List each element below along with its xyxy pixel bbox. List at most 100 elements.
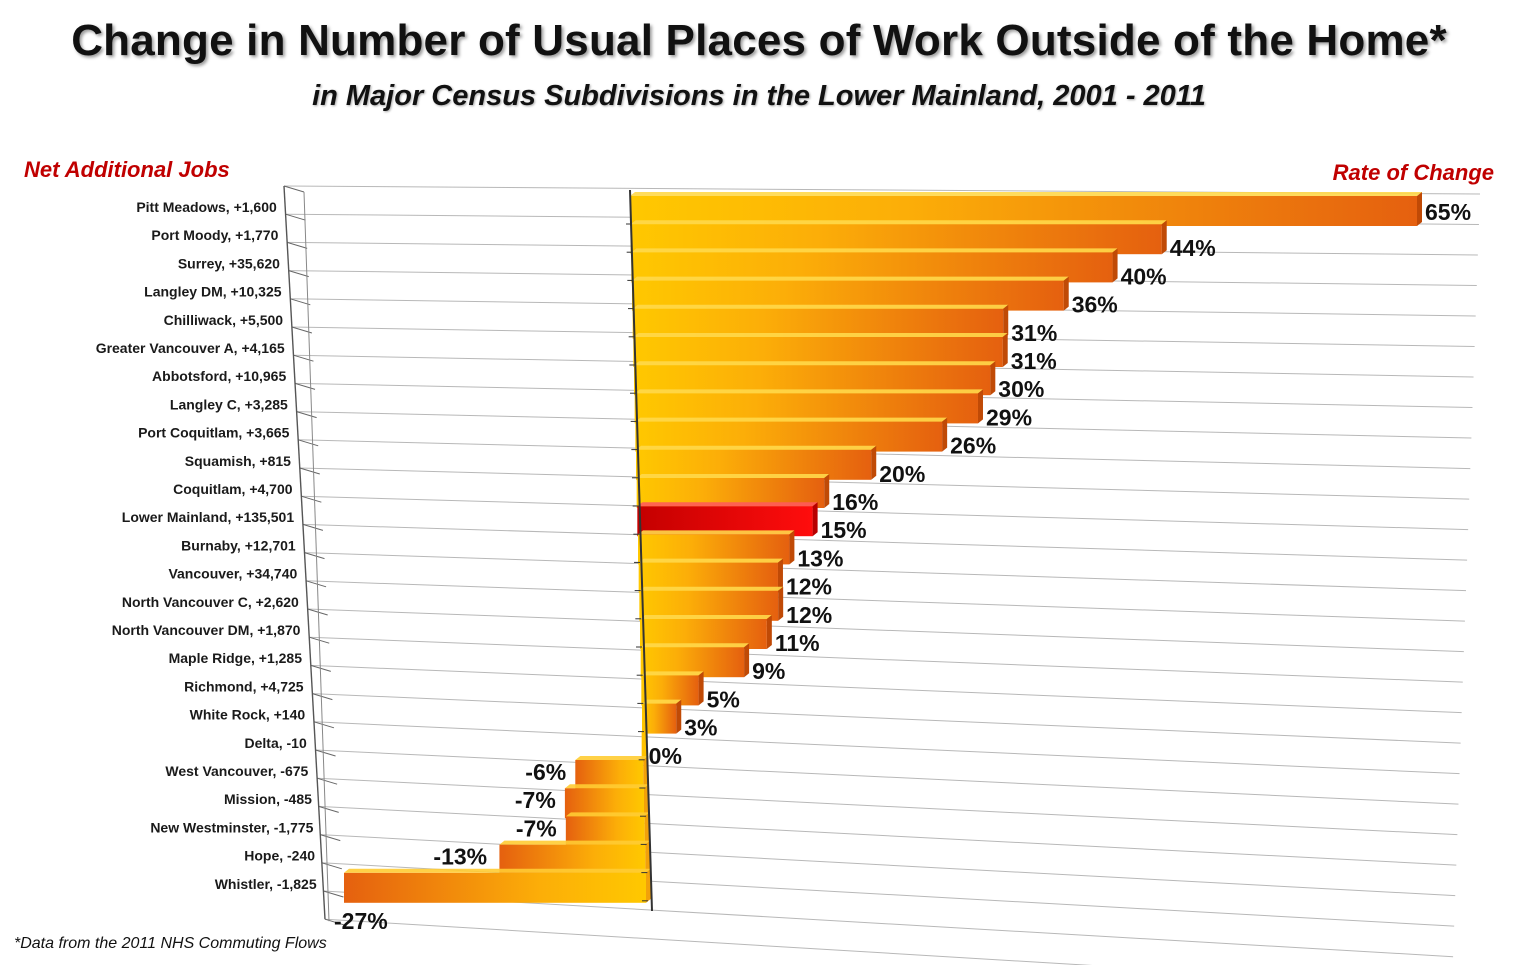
gridline	[318, 805, 1457, 866]
data-label: 26%	[950, 433, 996, 459]
data-label: 36%	[1072, 292, 1118, 318]
category-tick	[296, 411, 317, 419]
category-label: Hope, -240	[244, 848, 315, 864]
data-label: 31%	[1011, 320, 1057, 346]
gridline	[313, 721, 1460, 775]
category-label: Pitt Meadows, +1,600	[136, 199, 277, 215]
data-label: 11%	[775, 630, 820, 656]
gridline	[304, 552, 1467, 592]
category-tick	[316, 777, 338, 785]
category-label: Vancouver, +34,740	[168, 566, 297, 582]
category-label: Lower Mainland, +135,501	[122, 509, 295, 525]
y-axis-heading: Net Additional Jobs	[24, 157, 230, 182]
gridline	[324, 918, 1093, 965]
data-label: 3%	[684, 715, 717, 741]
category-tick	[290, 298, 311, 306]
category-tick	[294, 382, 316, 390]
gridline	[312, 693, 1461, 744]
category-label: Maple Ridge, +1,285	[169, 650, 303, 666]
category-label: North Vancouver DM, +1,870	[112, 622, 301, 638]
category-label: Chilliwack, +5,500	[164, 312, 284, 328]
gridline	[307, 608, 1464, 653]
category-axis	[283, 185, 326, 920]
category-tick	[305, 580, 327, 588]
data-label: 12%	[786, 602, 832, 628]
data-label: 30%	[998, 376, 1044, 402]
category-tick	[323, 890, 344, 898]
category-label: Greater Vancouver A, +4,165	[96, 340, 285, 356]
gridline	[317, 777, 1458, 836]
category-tick	[293, 354, 314, 362]
category-tick	[301, 495, 322, 503]
category-label: Mission, -485	[224, 791, 312, 807]
category-tick	[324, 918, 346, 926]
data-label: 29%	[986, 404, 1032, 430]
x-axis-heading: Rate of Change	[1332, 160, 1494, 185]
category-tick	[285, 213, 306, 221]
data-label: 40%	[1121, 263, 1167, 289]
data-label: 0%	[649, 743, 682, 769]
category-tick	[320, 834, 341, 842]
category-tick	[304, 552, 325, 560]
category-label: Surrey, +35,620	[178, 255, 280, 271]
gridline	[310, 664, 1462, 714]
category-label: Langley DM, +10,325	[144, 284, 282, 300]
category-tick	[298, 439, 319, 447]
category-label: West Vancouver, -675	[165, 763, 308, 779]
category-tick	[283, 185, 305, 193]
category-label: Coquitlam, +4,700	[173, 481, 293, 497]
labels: 65% Pitt Meadows, +1,600 44% Port Moody, +1…	[96, 199, 1471, 934]
gridline	[301, 495, 1469, 531]
category-label: Langley C, +3,285	[170, 396, 288, 412]
bar	[344, 868, 651, 903]
data-label: 9%	[752, 658, 785, 684]
category-label: Port Coquitlam, +3,665	[138, 425, 290, 441]
category-label: Burnaby, +12,701	[181, 537, 296, 553]
data-label: -7%	[516, 815, 557, 841]
data-label: 13%	[797, 545, 843, 571]
category-tick	[299, 467, 320, 475]
category-tick	[315, 749, 336, 757]
category-label: Port Moody, +1,770	[151, 227, 278, 243]
data-label: 15%	[821, 517, 867, 543]
bar	[642, 699, 682, 734]
category-label: North Vancouver C, +2,620	[122, 594, 299, 610]
category-tick	[288, 270, 309, 278]
category-tick	[302, 523, 324, 531]
data-label: -27%	[334, 908, 388, 934]
category-tick	[307, 608, 328, 616]
gridline	[299, 467, 1470, 500]
zero-axis	[629, 189, 653, 912]
data-label: -7%	[515, 787, 556, 813]
category-tick	[287, 241, 308, 249]
bar	[641, 731, 647, 762]
data-label: 44%	[1170, 235, 1216, 261]
category-axis-depth	[303, 191, 330, 922]
category-label: Whistler, -1,825	[215, 876, 317, 892]
data-label: 31%	[1011, 348, 1057, 374]
data-label: -6%	[525, 759, 566, 785]
bars	[344, 192, 1422, 903]
category-tick	[312, 693, 333, 701]
category-label: Squamish, +815	[185, 453, 291, 469]
category-label: Delta, -10	[245, 735, 307, 751]
data-label: 16%	[832, 489, 878, 515]
data-label: 5%	[707, 686, 740, 712]
category-label: Richmond, +4,725	[184, 678, 304, 694]
gridline	[306, 580, 1465, 622]
data-label: 12%	[786, 574, 832, 600]
category-tick	[318, 805, 339, 813]
gridline	[315, 749, 1459, 805]
data-label: -13%	[433, 844, 487, 870]
gridline	[302, 523, 1468, 561]
category-label: Abbotsford, +10,965	[152, 368, 286, 384]
category-tick	[321, 862, 342, 870]
category-tick	[313, 721, 335, 729]
category-label: New Westminster, -1,775	[150, 819, 313, 835]
data-label: 20%	[879, 461, 925, 487]
axes	[283, 185, 653, 926]
category-label: White Rock, +140	[190, 707, 306, 723]
chart-title: Change in Number of Usual Places of Work…	[71, 16, 1447, 65]
gridline	[298, 439, 1471, 470]
footnote: *Data from the 2011 NHS Commuting Flows	[14, 935, 327, 952]
